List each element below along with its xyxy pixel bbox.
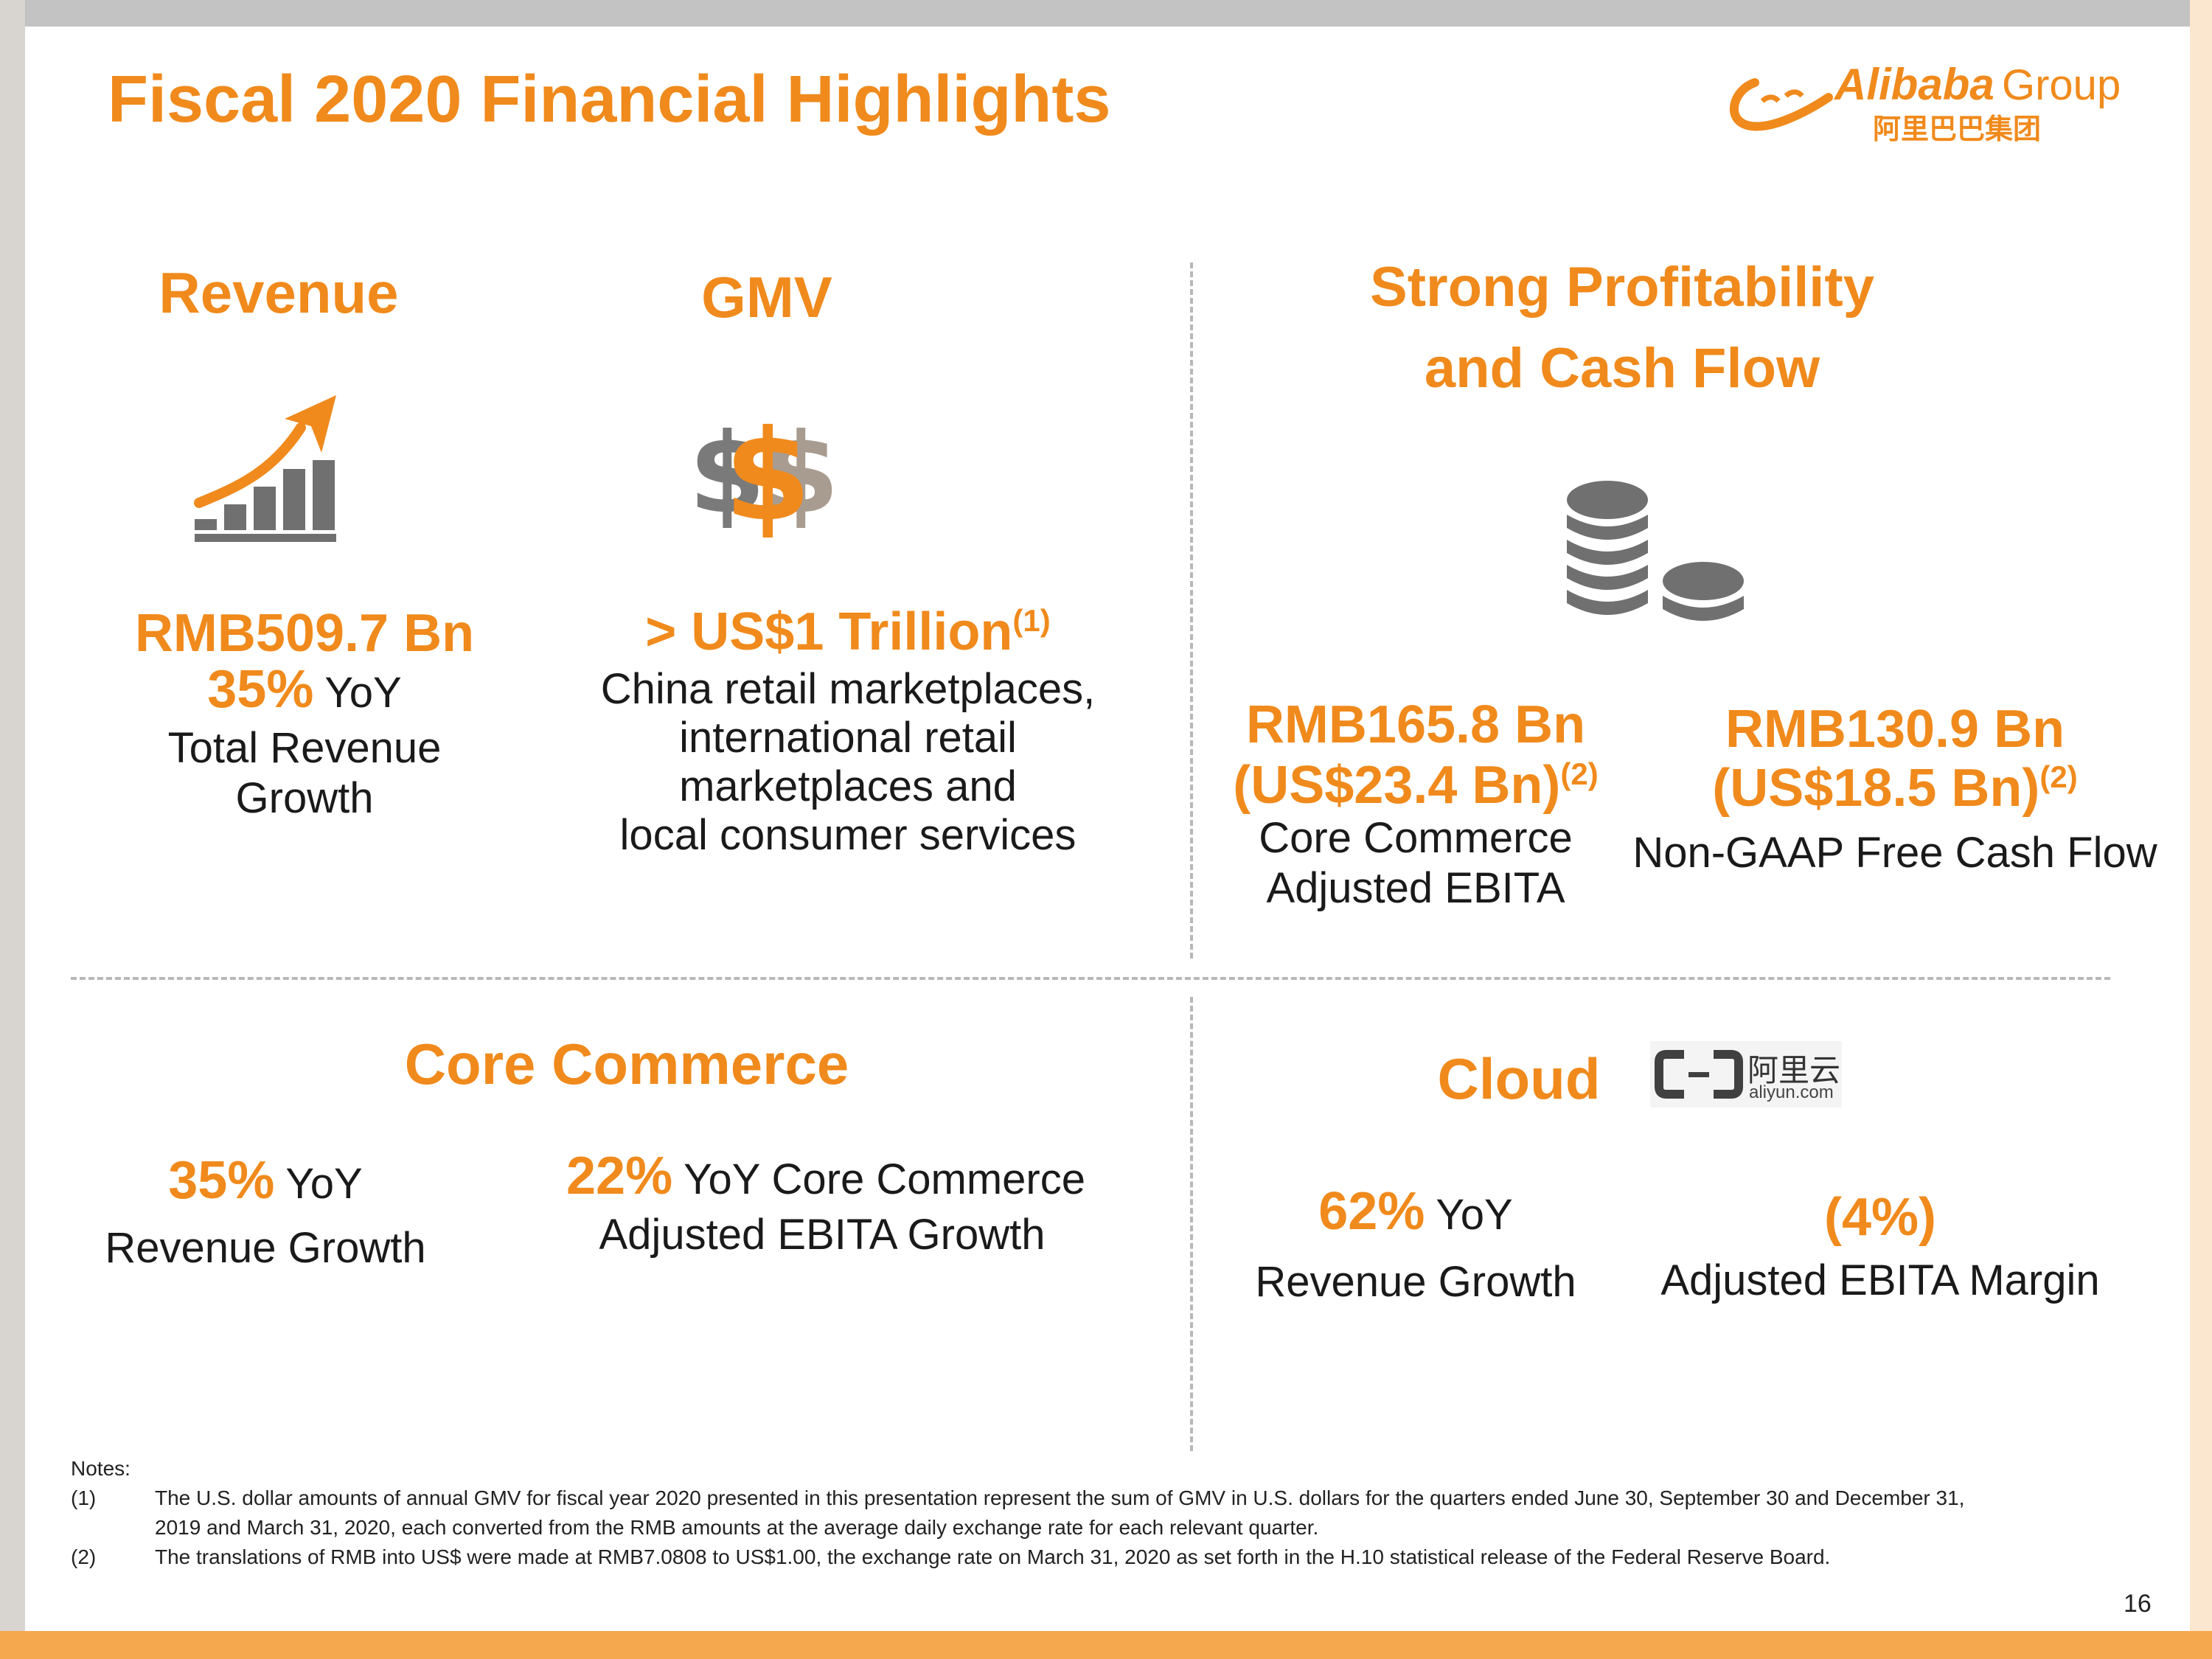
fcf-usd: (US$18.5 Bn)(2) <box>1622 758 2168 818</box>
horizontal-divider <box>71 977 2110 980</box>
ebita-desc-line2: Adjusted EBITA <box>1266 864 1565 912</box>
logo-brand: Alibaba <box>1834 60 1994 109</box>
cc-ebita-line1: 22% YoY Core Commerce <box>531 1150 1121 1204</box>
note-1-line1: The U.S. dollar amounts of annual GMV fo… <box>155 1486 1965 1509</box>
logo-chinese: 阿里巴巴集团 <box>1873 114 2042 145</box>
logo-group: Group <box>2002 61 2121 109</box>
revenue-yoy-label: YoY <box>313 669 402 717</box>
cloud-revenue-pct: 62% <box>1318 1182 1425 1241</box>
cloud-margin-value: (4%) <box>1823 1188 1936 1247</box>
gmv-note-ref: (1) <box>1012 603 1051 638</box>
vertical-divider-bottom <box>1190 997 1193 1451</box>
cloud-revenue-yoy: 62% YoY <box>1224 1185 1607 1239</box>
fcf-usd-text: (US$18.5 Bn) <box>1712 759 2040 818</box>
top-bar <box>0 0 2212 27</box>
cloud-revenue-desc: Revenue Growth <box>1255 1258 1576 1306</box>
ebita-usd-text: (US$23.4 Bn) <box>1233 756 1561 815</box>
ebita-note-ref: (2) <box>1560 757 1599 791</box>
revenue-amount: RMB509.7 Bn <box>134 604 475 663</box>
note-2-number: (2) <box>71 1545 97 1568</box>
note-2-line1: The translations of RMB into US$ were ma… <box>155 1545 1831 1568</box>
cc-revenue-desc: Revenue Growth <box>105 1224 426 1272</box>
svg-text:$: $ <box>689 410 765 538</box>
cc-ebita-desc-line2: Adjusted EBITA Growth <box>599 1211 1046 1259</box>
page-title: Fiscal 2020 Financial Highlights <box>108 63 1111 136</box>
ebita-amount: RMB165.8 Bn <box>1245 695 1586 754</box>
svg-text:$: $ <box>724 403 811 541</box>
coin-stacks-icon <box>1567 481 1744 621</box>
gmv-desc-line3: marketplaces and <box>679 762 1017 810</box>
fcf-amount: RMB130.9 Bn <box>1725 700 2065 759</box>
revenue-heading: Revenue <box>159 260 399 325</box>
alibaba-logo-icon <box>1730 78 1833 131</box>
alibaba-logo: Alibaba Group 阿里巴巴集团 <box>1725 59 2153 145</box>
cc-ebita-pct: 22% <box>566 1147 673 1206</box>
right-bar <box>2190 0 2212 1659</box>
fcf-note-ref: (2) <box>2039 759 2078 794</box>
aliyun-domain: aliyun.com <box>1749 1082 1834 1102</box>
aliyun-logo: 阿里云 aliyun.com <box>1650 1041 1842 1107</box>
ebita-desc-line1: Core Commerce <box>1259 814 1573 862</box>
gmv-desc-line2: international retail <box>679 714 1017 762</box>
gmv-amount-text: > US$1 Trillion <box>645 602 1013 661</box>
svg-text:$: $ <box>762 410 839 538</box>
cc-ebita-desc-line1: YoY Core Commerce <box>672 1155 1085 1203</box>
note-1-line2: 2019 and March 31, 2020, each converted … <box>155 1516 1319 1539</box>
revenue-desc-line1: Total Revenue <box>167 724 442 772</box>
aliyun-chinese: 阿里云 <box>1747 1053 1841 1088</box>
note-1-number: (1) <box>71 1486 97 1509</box>
notes-label: Notes: <box>71 1457 131 1480</box>
gmv-heading: GMV <box>701 265 832 330</box>
vertical-divider-top <box>1190 262 1193 959</box>
gmv-amount: > US$1 Trillion(1) <box>560 602 1135 662</box>
bottom-bar <box>0 1631 2212 1659</box>
growth-bar-chart-icon <box>194 395 336 542</box>
revenue-yoy: 35% YoY <box>72 663 537 717</box>
revenue-desc-line2: Growth <box>235 774 374 822</box>
core-commerce-heading: Core Commerce <box>404 1032 849 1096</box>
notes: Notes: (1) The U.S. dollar amounts of an… <box>71 1454 2165 1579</box>
profitability-heading-line2: and Cash Flow <box>1424 337 1820 400</box>
cloud-heading: Cloud <box>1437 1046 1601 1111</box>
page-number: 16 <box>2124 1590 2152 1618</box>
revenue-pct: 35% <box>207 660 314 719</box>
aliyun-logo-icon <box>1655 1050 1743 1099</box>
left-bar <box>0 0 25 1659</box>
cloud-revenue-yoy-label: YoY <box>1425 1191 1513 1239</box>
gmv-desc-line1: China retail marketplaces, <box>600 665 1096 713</box>
profitability-heading-line1: Strong Profitability <box>1370 256 1874 319</box>
dollar-signs-icon: $ $ $ <box>689 403 839 541</box>
gmv-desc-line4: local consumer services <box>619 811 1077 859</box>
cc-revenue-yoy-label: YoY <box>274 1160 363 1208</box>
ebita-usd: (US$23.4 Bn)(2) <box>1209 755 1622 815</box>
cc-revenue-pct: 35% <box>168 1151 275 1210</box>
cloud-margin-desc: Adjusted EBITA Margin <box>1660 1256 2100 1304</box>
cc-revenue-yoy: 35% YoY <box>81 1154 450 1208</box>
fcf-desc: Non-GAAP Free Cash Flow <box>1632 829 2157 877</box>
